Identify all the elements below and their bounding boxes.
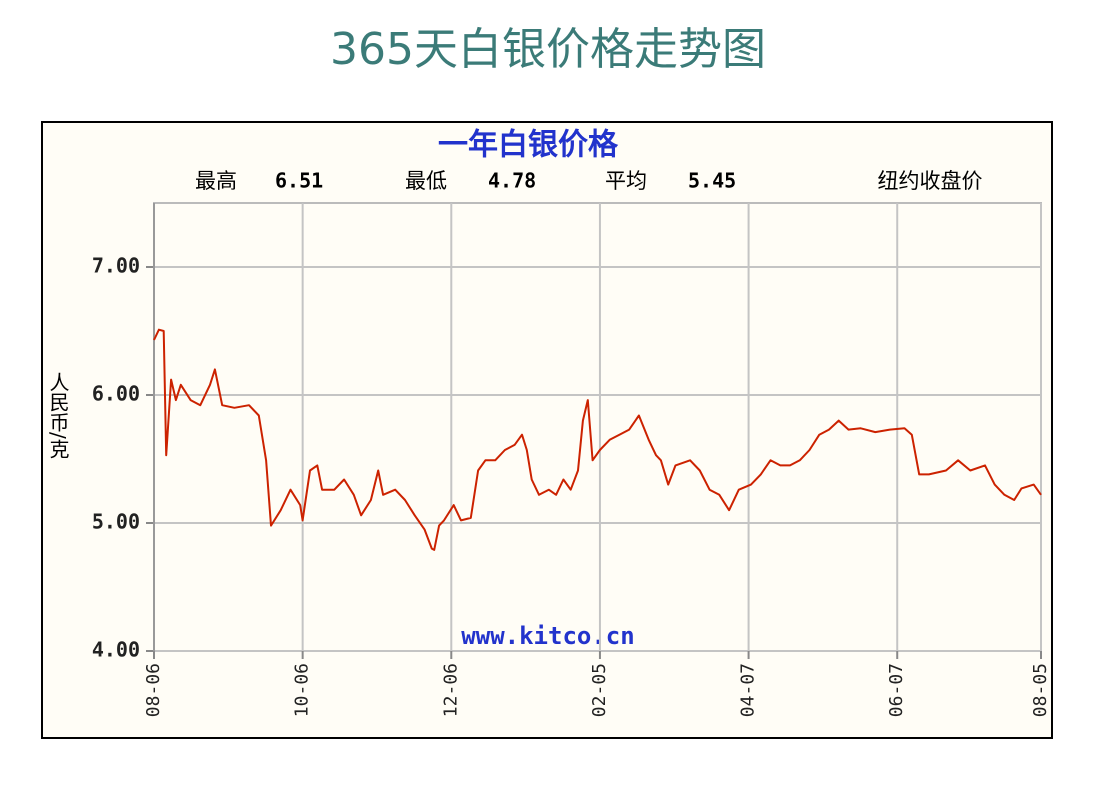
- y-tick-label: 4.00: [92, 638, 140, 662]
- x-tick-label: 08-06: [143, 663, 164, 717]
- stat-label: 最低: [405, 169, 447, 193]
- note: 纽约收盘价: [878, 169, 983, 193]
- y-tick-label: 5.00: [92, 510, 140, 534]
- page-title: 365天白银价格走势图: [330, 24, 766, 75]
- y-tick-label: 6.00: [92, 382, 140, 406]
- y-axis-label: 人民币/克: [46, 372, 70, 459]
- x-tick-label: 10-06: [292, 663, 313, 717]
- price-line: [153, 328, 1042, 551]
- stat-value: 5.45: [688, 169, 736, 193]
- y-tick-label: 7.00: [92, 254, 140, 278]
- x-tick-label: 12-06: [440, 663, 461, 717]
- watermark: www.kitco.cn: [461, 622, 634, 650]
- stat-label: 平均: [605, 169, 647, 193]
- x-tick-label: 02-05: [589, 663, 610, 717]
- x-tick-label: 06-07: [886, 663, 907, 717]
- stat-value: 6.51: [275, 169, 323, 193]
- stat-label: 最高: [195, 169, 237, 193]
- chart-title: 一年白银价格: [438, 128, 619, 163]
- x-tick-label: 08-05: [1030, 663, 1051, 717]
- stat-value: 4.78: [488, 169, 536, 193]
- x-tick-label: 04-07: [738, 663, 759, 717]
